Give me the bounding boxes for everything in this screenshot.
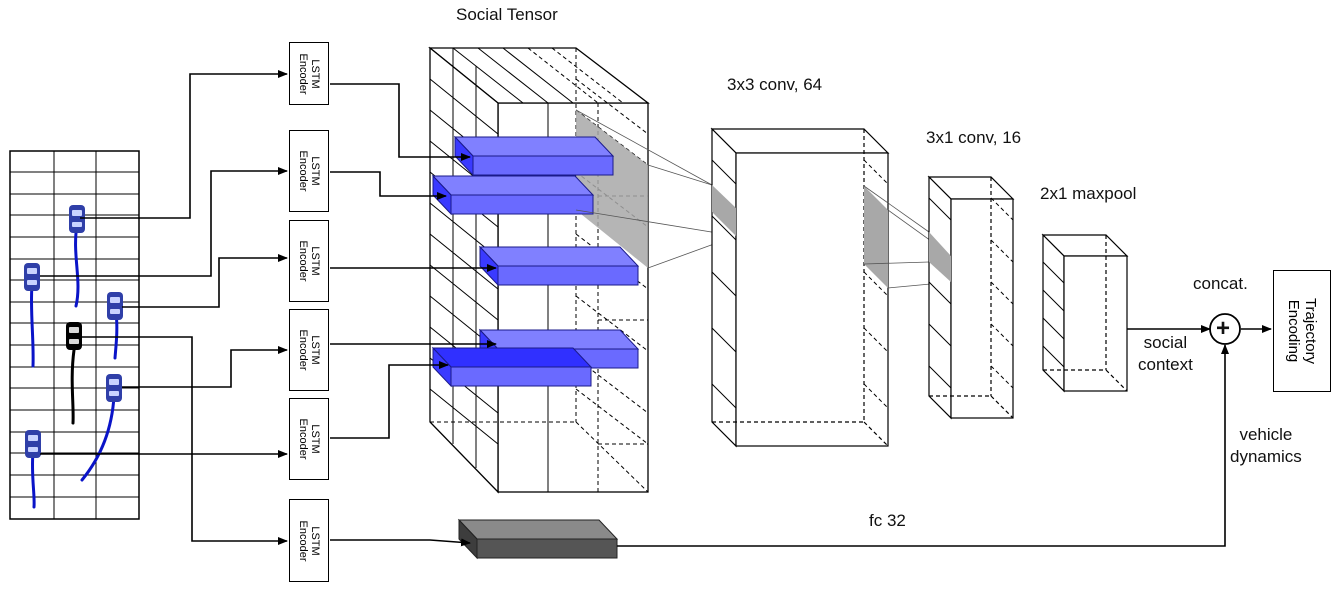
vehicle-line: vehicle	[1239, 425, 1293, 444]
car-icon	[25, 430, 41, 458]
blue-cell-2	[431, 174, 595, 216]
encoder-label: Encoder	[297, 53, 309, 94]
encoder-label: Encoder	[297, 418, 309, 460]
lstm-label: LSTM	[309, 525, 321, 556]
ego-car-icon	[66, 322, 82, 350]
track-5	[30, 450, 36, 509]
encoder-to-fc-arrow	[330, 538, 471, 547]
plus-sign: +	[1216, 315, 1231, 342]
lstm-label: LSTM	[309, 246, 321, 276]
fc-to-concat-arrow	[617, 344, 1229, 547]
trajectory-encoding-box: Trajectory Encoding	[1273, 270, 1331, 392]
encoder-label: Encoder	[297, 150, 309, 192]
context-line: context	[1138, 355, 1193, 374]
car-icon	[107, 292, 123, 320]
lstm-label: LSTM	[309, 424, 321, 454]
vehicle-dynamics-label: vehicle dynamics	[1230, 424, 1302, 468]
lstm-encoder-3: LSTM Encoder	[289, 220, 329, 302]
pool-label: 2x1 maxpool	[1040, 184, 1137, 203]
car-icon	[106, 374, 122, 402]
social-line: social	[1143, 333, 1188, 352]
fc-block	[457, 518, 619, 560]
lstm-encoder-6: LSTM Encoder	[289, 499, 329, 582]
conv1-block	[710, 127, 890, 448]
vehicles	[24, 205, 123, 458]
dynamics-line: dynamics	[1230, 447, 1302, 466]
blue-cell-3	[478, 245, 640, 287]
car-icon	[24, 263, 40, 291]
lstm-label: LSTM	[309, 58, 321, 89]
conv2-block	[927, 175, 1015, 420]
track-4	[80, 394, 116, 482]
lstm-encoder-1: LSTM Encoder	[289, 42, 329, 105]
tensor-blue-cells	[431, 135, 640, 388]
track-1	[74, 223, 80, 308]
maxpool-block	[1041, 233, 1129, 393]
concat-label: concat.	[1193, 274, 1248, 293]
social-tensor-title: Social Tensor	[456, 5, 558, 24]
conv1-label: 3x3 conv, 64	[727, 75, 823, 94]
track-ego	[70, 348, 76, 425]
fc-label: fc 32	[869, 511, 906, 530]
blue-cell-5	[431, 346, 593, 388]
lstm-encoder-5: LSTM Encoder	[289, 398, 329, 480]
encoding-line: Encoding	[1285, 299, 1302, 363]
trajectory-line: Trajectory	[1302, 297, 1319, 365]
lstm-encoder-2: LSTM Encoder	[289, 130, 329, 212]
conv2-label: 3x1 conv, 16	[926, 128, 1022, 147]
track-2	[29, 283, 35, 368]
encoder-label: Encoder	[297, 520, 309, 561]
lstm-encoder-4: LSTM Encoder	[289, 309, 329, 391]
blue-cell-1	[453, 135, 615, 177]
lstm-label: LSTM	[309, 156, 321, 186]
car-to-encoder-arrows	[40, 70, 288, 545]
encoder-label: Encoder	[297, 240, 309, 282]
car-icon	[69, 205, 85, 233]
social-context-label: social context	[1138, 332, 1193, 376]
concat-node	[1209, 313, 1241, 345]
encoder-label: Encoder	[297, 329, 309, 371]
lstm-label: LSTM	[309, 335, 321, 365]
encoder-to-tensor-arrows	[330, 83, 497, 439]
